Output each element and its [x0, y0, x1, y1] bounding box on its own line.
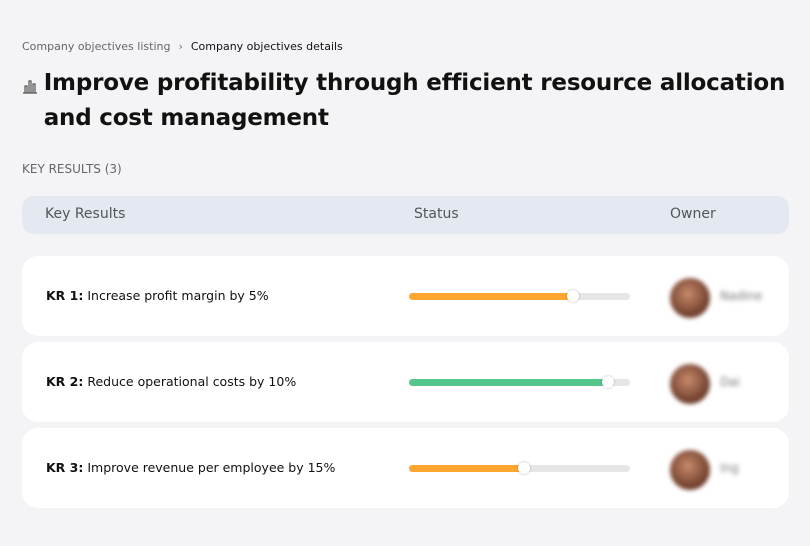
key-result-title: Increase profit margin by 5%	[87, 288, 269, 303]
progress-knob	[601, 376, 614, 388]
key-result-row[interactable]: KR 2: Reduce operational costs by 10% Da…	[22, 342, 789, 422]
key-result-id: KR 3:	[46, 460, 84, 475]
key-result-title: Improve revenue per employee by 15%	[87, 460, 336, 475]
header-status: Status	[414, 206, 459, 222]
bar-chart-icon	[22, 66, 44, 136]
avatar	[670, 278, 710, 318]
key-result-text: KR 3: Improve revenue per employee by 15…	[46, 460, 335, 475]
header-owner: Owner	[670, 206, 716, 222]
owner-name: Nadine	[720, 289, 763, 303]
section-label: KEY RESULTS (3)	[22, 162, 122, 176]
table-header: Key Results Status Owner	[22, 196, 789, 234]
progress-knob	[517, 462, 530, 474]
chevron-right-icon: ›	[178, 40, 183, 53]
breadcrumb-current: Company objectives details	[190, 40, 343, 53]
key-result-text: KR 2: Reduce operational costs by 10%	[46, 374, 296, 389]
progress-bar	[409, 462, 630, 474]
avatar	[670, 450, 710, 490]
breadcrumb: Company objectives listing › Company obj…	[22, 40, 343, 53]
owner-name: Ing	[720, 461, 739, 475]
page-title: Improve profitability through efficient …	[43, 70, 786, 131]
key-result-id: KR 1:	[46, 288, 84, 303]
key-result-title: Reduce operational costs by 10%	[87, 374, 297, 389]
key-result-row[interactable]: KR 1: Increase profit margin by 5% Nadin…	[22, 256, 789, 336]
header-key-results: Key Results	[45, 206, 126, 222]
owner-name: Dai	[720, 375, 740, 389]
progress-fill	[409, 293, 573, 300]
key-result-row[interactable]: KR 3: Improve revenue per employee by 15…	[22, 428, 789, 508]
key-result-text: KR 1: Increase profit margin by 5%	[46, 288, 269, 303]
progress-fill	[409, 379, 608, 386]
progress-bar	[409, 290, 630, 302]
avatar	[670, 364, 710, 404]
page-title-block: Improve profitability through efficient …	[22, 66, 792, 136]
key-result-id: KR 2:	[46, 374, 84, 389]
breadcrumb-parent-link[interactable]: Company objectives listing	[22, 40, 171, 53]
progress-bar	[409, 376, 630, 388]
progress-knob	[566, 290, 579, 302]
progress-fill	[409, 465, 524, 472]
